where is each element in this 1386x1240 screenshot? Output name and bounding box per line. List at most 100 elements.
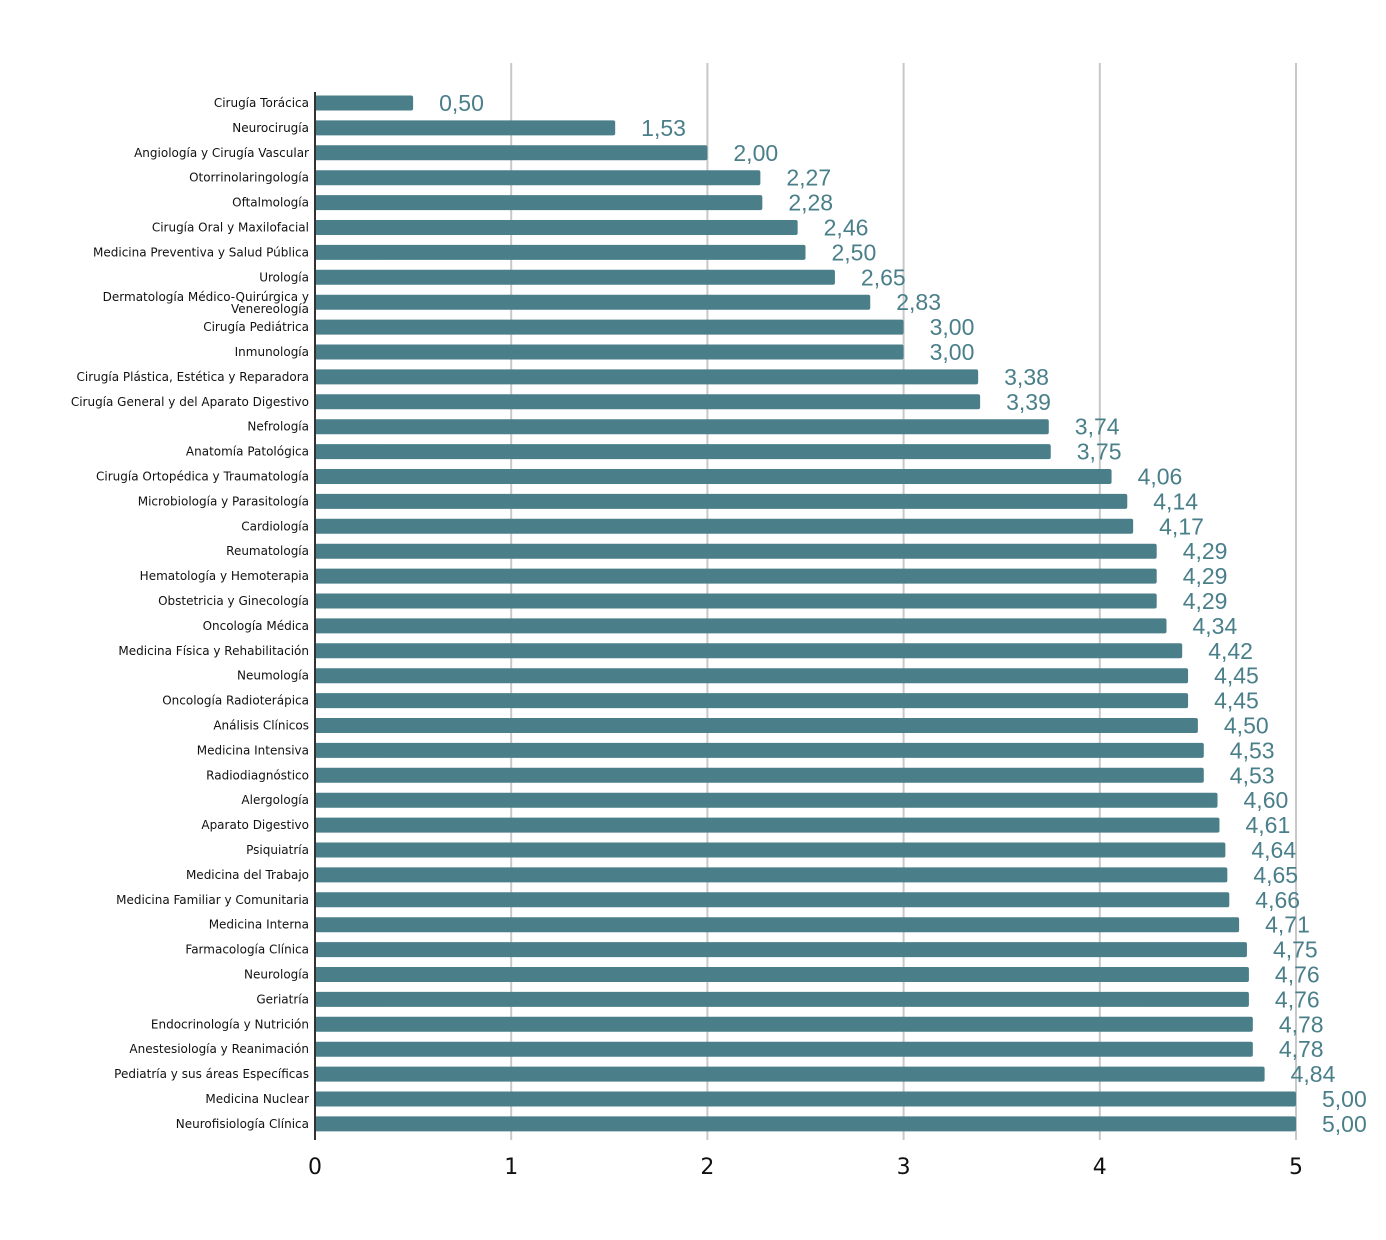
value-label: 4,71 (1265, 912, 1310, 938)
bar (315, 792, 1218, 808)
value-label: 4,61 (1245, 812, 1290, 838)
bar (315, 568, 1157, 584)
bar (315, 493, 1128, 509)
value-label: 2,46 (824, 215, 869, 241)
category-label: Cirugía Pediátrica (203, 320, 309, 334)
bar (315, 543, 1157, 559)
category-label: Cirugía General y del Aparato Digestivo (71, 395, 309, 409)
value-label: 2,27 (786, 165, 831, 191)
category-label: Neurofisiología Clínica (176, 1117, 309, 1131)
bar (315, 294, 871, 310)
bar (315, 120, 616, 136)
value-label: 4,14 (1153, 488, 1198, 514)
bar (315, 269, 835, 285)
bar (315, 942, 1247, 958)
value-label: 4,78 (1279, 1011, 1324, 1037)
category-label: Nefrología (247, 420, 309, 434)
bar (315, 842, 1226, 858)
category-label: Cirugía Oral y Maxilofacial (152, 221, 309, 235)
bar (315, 244, 806, 260)
x-tick-label: 3 (897, 1155, 911, 1180)
value-label: 4,53 (1230, 737, 1275, 763)
category-label: Hematología y Hemoterapia (140, 569, 309, 583)
bar (315, 170, 761, 186)
category-label: Cirugía Ortopédica y Traumatología (96, 470, 309, 484)
value-label: 4,29 (1183, 538, 1228, 564)
value-label: 3,00 (930, 314, 975, 340)
bar (315, 95, 414, 111)
category-label: Angiología y Cirugía Vascular (134, 146, 309, 160)
bar (315, 917, 1240, 933)
category-label: Medicina Interna (209, 918, 309, 932)
bar (315, 618, 1167, 634)
value-label: 4,75 (1273, 937, 1318, 963)
value-label: 4,60 (1244, 787, 1289, 813)
value-label: 4,76 (1275, 986, 1320, 1012)
category-label: Reumatología (226, 544, 309, 558)
bar (315, 817, 1220, 833)
x-tick-label: 4 (1093, 1155, 1107, 1180)
value-label: 4,78 (1279, 1036, 1324, 1062)
value-label: 0,50 (439, 90, 484, 116)
value-label: 3,00 (930, 339, 975, 365)
category-label: Psiquiatría (246, 843, 309, 857)
bar (315, 344, 904, 360)
bar (315, 195, 763, 211)
category-label: Pediatría y sus áreas Específicas (114, 1067, 309, 1081)
bar (315, 369, 979, 385)
category-label: Urología (259, 270, 309, 284)
category-label: Cardiología (241, 519, 309, 533)
x-tick-label: 2 (700, 1155, 714, 1180)
bar (315, 1066, 1265, 1082)
category-label: Medicina Preventiva y Salud Pública (93, 245, 309, 259)
value-label: 4,66 (1255, 887, 1300, 913)
x-tick-label: 1 (504, 1155, 518, 1180)
value-label: 4,17 (1159, 513, 1204, 539)
value-label: 4,65 (1253, 862, 1298, 888)
value-label: 4,50 (1224, 713, 1269, 739)
category-label: Oncología Médica (203, 619, 309, 633)
bar (315, 593, 1157, 609)
category-label: Neumología (237, 669, 309, 683)
value-label: 4,06 (1138, 464, 1183, 490)
category-label: Alergología (241, 793, 309, 807)
category-label: Inmunología (235, 345, 309, 359)
value-label: 5,00 (1322, 1086, 1367, 1112)
category-label: Análisis Clínicos (213, 719, 309, 733)
category-label: Cirugía Plástica, Estética y Reparadora (77, 370, 310, 384)
category-label: Neurocirugía (232, 121, 309, 135)
bar (315, 518, 1134, 534)
bars (315, 95, 1296, 1132)
value-label: 3,39 (1006, 389, 1051, 415)
category-label: Otorrinolaringología (189, 171, 309, 185)
bar (315, 1041, 1253, 1057)
x-tick-label: 5 (1289, 1155, 1303, 1180)
bar (315, 444, 1051, 460)
value-label: 4,53 (1230, 762, 1275, 788)
category-label: Medicina del Trabajo (186, 868, 309, 882)
value-label: 4,76 (1275, 962, 1320, 988)
category-label: Medicina Intensiva (197, 743, 309, 757)
bar (315, 693, 1189, 709)
x-tick-label: 0 (308, 1155, 322, 1180)
category-label: Medicina Física y Rehabilitación (118, 644, 309, 658)
value-label: 2,65 (861, 264, 906, 290)
category-label: Farmacología Clínica (185, 943, 309, 957)
bar (315, 469, 1112, 484)
value-label: 3,74 (1075, 414, 1120, 440)
bar (315, 643, 1183, 659)
bar (315, 867, 1228, 883)
bar (315, 1116, 1296, 1132)
value-label: 2,50 (832, 239, 877, 265)
value-label: 3,75 (1077, 439, 1122, 465)
category-label: Endocrinología y Nutrición (151, 1017, 309, 1031)
labels: 0 1 2 3 4 5 Cirugía Torácica 0,50 Neurocirugía 1,… (71, 90, 1367, 1180)
value-label: 4,84 (1291, 1061, 1336, 1087)
category-label: Aparato Digestivo (201, 818, 309, 832)
category-label: Medicina Familiar y Comunitaria (116, 893, 309, 907)
value-label: 1,53 (641, 115, 686, 141)
bar (315, 967, 1249, 982)
bar (315, 1091, 1296, 1107)
value-label: 2,28 (788, 190, 833, 216)
